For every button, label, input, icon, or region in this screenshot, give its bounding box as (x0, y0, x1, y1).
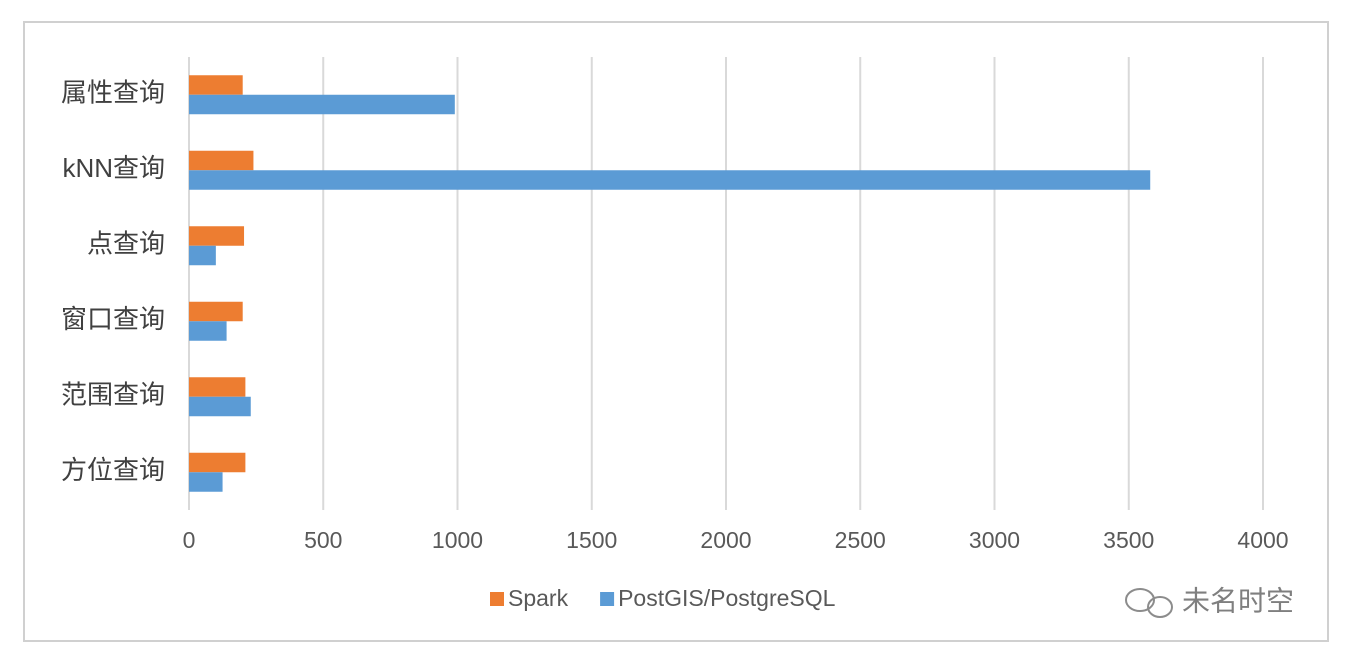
y-tick-label: 属性查询 (61, 78, 165, 108)
bar (189, 75, 243, 95)
watermark: 未名时空 (1182, 585, 1294, 616)
bar (189, 301, 243, 322)
x-tick-label: 1500 (566, 527, 617, 553)
x-tick-label: 3000 (969, 527, 1020, 553)
bar (189, 472, 223, 492)
bar (189, 226, 245, 246)
y-tick-label: kNN查询 (62, 153, 165, 183)
legend-label: Spark (508, 585, 569, 611)
y-tick-label: 范围查询 (61, 380, 165, 410)
bar (189, 245, 216, 266)
x-tick-label: 2500 (835, 527, 886, 553)
bar (189, 321, 227, 341)
bar (189, 396, 251, 417)
x-tick-label: 500 (304, 527, 342, 553)
legend-label: PostGIS/PostgreSQL (618, 585, 836, 611)
x-tick-label: 2000 (700, 527, 751, 553)
x-tick-label: 1000 (432, 527, 483, 553)
x-tick-label: 3500 (1103, 527, 1154, 553)
x-tick-label: 0 (183, 527, 196, 553)
bar (189, 377, 246, 397)
y-tick-label: 点查询 (87, 229, 165, 259)
bar (189, 452, 246, 473)
y-tick-label: 方位查询 (61, 455, 165, 485)
y-tick-label: 窗口查询 (61, 304, 165, 334)
legend-swatch (600, 592, 615, 606)
bar (189, 94, 455, 115)
bar (189, 170, 1151, 190)
chart-frame (23, 21, 1329, 642)
legend-swatch (490, 592, 504, 606)
x-tick-label: 4000 (1237, 527, 1288, 553)
watermark-icon (1125, 588, 1173, 618)
bar (189, 150, 254, 171)
